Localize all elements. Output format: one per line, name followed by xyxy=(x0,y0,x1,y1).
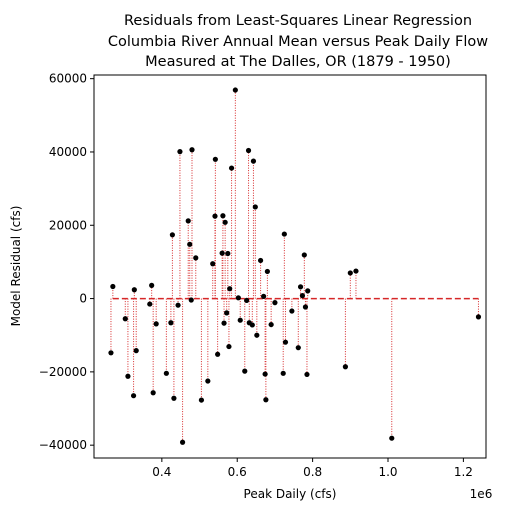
residual-point xyxy=(131,287,137,293)
y-tick-label: −20000 xyxy=(39,365,87,379)
residual-point xyxy=(289,308,295,314)
residual-point xyxy=(150,390,156,396)
residual-point xyxy=(237,317,243,323)
residual-point xyxy=(235,295,241,301)
residual-stems xyxy=(110,90,479,443)
residual-point xyxy=(299,293,306,299)
residual-point xyxy=(222,219,228,225)
residual-point xyxy=(133,348,139,354)
residual-point xyxy=(130,393,137,399)
residual-point xyxy=(281,231,287,237)
residual-point xyxy=(110,283,116,290)
residual-point xyxy=(301,252,307,258)
residual-point xyxy=(262,371,268,377)
residual-point xyxy=(215,351,221,357)
residual-point xyxy=(252,204,258,210)
y-axis-ticks: −40000 −20000 0 20000 40000 60000 xyxy=(39,72,94,452)
residual-point xyxy=(342,364,349,370)
residual-point xyxy=(282,339,289,345)
residual-point xyxy=(224,310,230,316)
residual-point xyxy=(249,322,255,328)
residual-point xyxy=(212,156,218,162)
residual-points xyxy=(108,87,482,445)
title-line-3: Measured at The Dalles, OR (1879 - 1950) xyxy=(145,54,451,70)
residual-point xyxy=(353,268,359,274)
residual-point xyxy=(280,370,286,376)
y-tick-label: 0 xyxy=(79,292,87,306)
x-tick-label: 0.6 xyxy=(228,465,247,479)
residual-point xyxy=(169,232,175,238)
y-tick-label: 60000 xyxy=(49,72,87,86)
residual-point xyxy=(205,378,211,384)
residual-point xyxy=(149,282,155,288)
x-axis-label: Peak Daily (cfs) xyxy=(244,487,337,501)
residual-point xyxy=(264,268,270,275)
residual-point xyxy=(295,345,301,351)
x-tick-label: 0.4 xyxy=(152,465,171,479)
residual-point xyxy=(108,350,114,356)
residual-point xyxy=(225,250,231,257)
residual-point xyxy=(272,300,278,306)
residual-point xyxy=(147,301,153,307)
residual-point xyxy=(228,165,235,171)
residual-point xyxy=(198,397,205,403)
residual-point xyxy=(171,395,177,401)
residual-point xyxy=(305,288,311,294)
y-tick-label: −40000 xyxy=(39,438,87,452)
residual-point xyxy=(250,158,257,164)
residual-point xyxy=(210,261,216,267)
y-tick-label: 40000 xyxy=(49,145,87,159)
title-line-2: Columbia River Annual Mean versus Peak D… xyxy=(108,34,488,50)
residual-point xyxy=(175,302,181,308)
x-tick-label: 0.8 xyxy=(303,465,322,479)
residual-point xyxy=(226,343,232,350)
residual-point xyxy=(227,286,233,292)
residual-point xyxy=(221,320,227,326)
residual-point xyxy=(188,297,194,303)
residual-point xyxy=(122,316,128,322)
residual-point xyxy=(177,149,183,155)
title-line-1: Residuals from Least-Squares Linear Regr… xyxy=(124,13,472,29)
residual-point xyxy=(302,304,309,310)
residual-point xyxy=(347,270,353,276)
residual-point xyxy=(268,321,274,328)
residual-point xyxy=(232,87,238,93)
x-tick-label: 1.0 xyxy=(378,465,397,479)
residual-point xyxy=(297,284,304,290)
x-tick-label: 1.2 xyxy=(454,465,473,479)
x-axis-offset-label: 1e6 xyxy=(470,487,493,501)
residual-point xyxy=(245,147,252,154)
plot-frame xyxy=(93,74,487,459)
residual-point xyxy=(153,321,159,327)
residual-point xyxy=(125,373,131,379)
residual-point xyxy=(261,293,267,299)
residual-point xyxy=(193,255,199,261)
residual-point xyxy=(304,371,310,378)
chart-title: Residuals from Least-Squares Linear Regr… xyxy=(108,13,488,70)
residual-point xyxy=(254,332,260,338)
residual-point xyxy=(187,241,193,247)
residual-point xyxy=(220,213,226,219)
residual-point xyxy=(212,213,218,219)
residual-point xyxy=(189,147,195,153)
residual-point xyxy=(263,397,269,403)
residual-point xyxy=(258,257,264,264)
residual-point xyxy=(163,370,169,376)
y-tick-label: 20000 xyxy=(49,218,87,232)
residual-point xyxy=(389,435,395,441)
y-axis-label: Model Residual (cfs) xyxy=(9,206,23,327)
residual-point xyxy=(219,250,225,256)
residual-point xyxy=(179,439,186,445)
residual-point xyxy=(244,297,250,304)
residual-point xyxy=(475,314,482,320)
residual-point xyxy=(185,218,191,224)
residual-point xyxy=(168,320,174,326)
x-axis-ticks: 0.4 0.6 0.8 1.0 1.2 xyxy=(152,458,473,479)
residual-point xyxy=(242,368,248,374)
